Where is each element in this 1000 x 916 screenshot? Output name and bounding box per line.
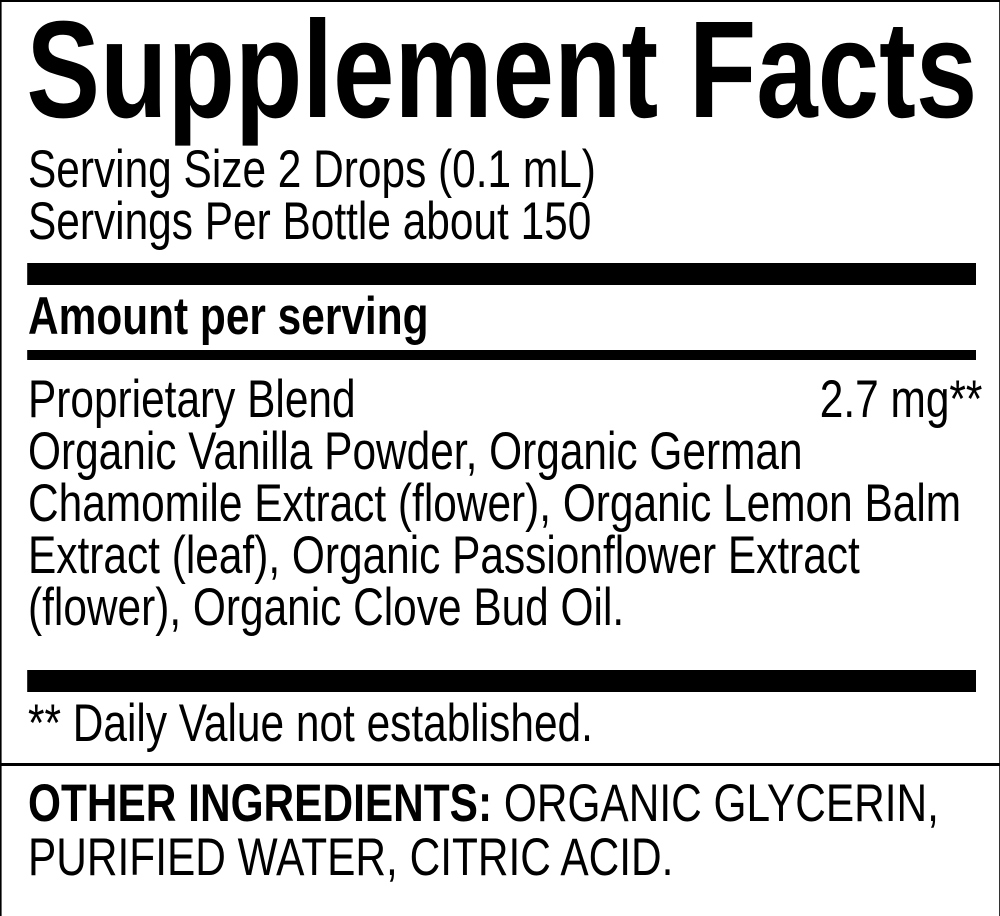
- medium-divider: [27, 350, 976, 360]
- blend-name: Proprietary Blend: [28, 370, 356, 429]
- other-ingredients-line: PURIFIED WATER, CITRIC ACID.: [28, 828, 674, 887]
- panel-title: Supplement Facts: [26, 0, 978, 147]
- other-ingredients-label: OTHER INGREDIENTS:: [28, 774, 493, 833]
- amount-per-serving-header: Amount per serving: [28, 287, 429, 346]
- serving-size: Serving Size 2 Drops (0.1 mL): [28, 140, 596, 199]
- daily-value-footnote: ** Daily Value not established.: [28, 694, 593, 753]
- other-ingredients-line: OTHER INGREDIENTS: ORGANIC GLYCERIN,: [28, 777, 939, 830]
- blend-amount: 2.7 mg**: [819, 370, 983, 429]
- blend-ingredients-line: Extract (leaf), Organic Passionflower Ex…: [28, 526, 860, 585]
- blend-ingredients-line: Chamomile Extract (flower), Organic Lemo…: [28, 474, 962, 533]
- other-ingredients-text: ORGANIC GLYCERIN,: [492, 774, 939, 833]
- blend-ingredients-line: Organic Vanilla Powder, Organic German: [28, 422, 803, 481]
- thick-divider: [27, 670, 976, 692]
- blend-ingredients-line: (flower), Organic Clove Bud Oil.: [28, 578, 625, 637]
- thick-divider: [27, 263, 976, 285]
- servings-per-bottle: Servings Per Bottle about 150: [28, 192, 592, 251]
